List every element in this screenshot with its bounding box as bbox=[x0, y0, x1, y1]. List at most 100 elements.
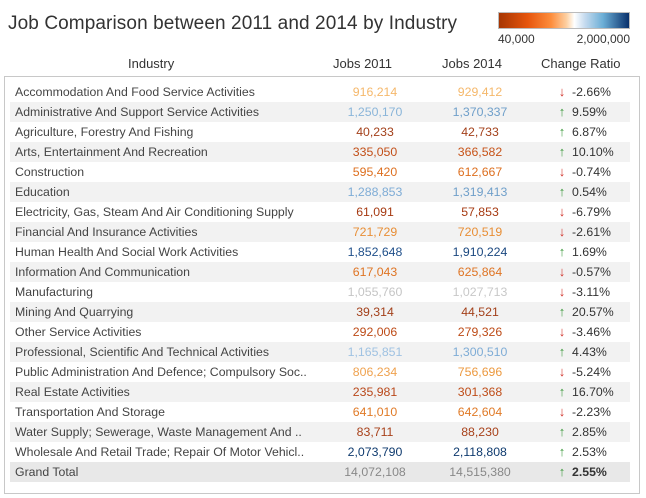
jobs-2014-value: 1,319,413 bbox=[452, 185, 508, 199]
change-ratio-cell: ↑ 16.70% bbox=[556, 385, 614, 399]
industry-name: Administrative And Support Service Activ… bbox=[15, 105, 259, 119]
legend-min-label: 40,000 bbox=[498, 32, 535, 46]
jobs-2014-value: 57,853 bbox=[461, 205, 499, 219]
change-ratio-value: 6.87% bbox=[572, 125, 607, 139]
header-jobs-2014[interactable]: Jobs 2014 bbox=[442, 56, 502, 71]
change-ratio-value: 2.53% bbox=[572, 445, 607, 459]
change-ratio-value: 9.59% bbox=[572, 105, 607, 119]
arrow-down-icon: ↓ bbox=[558, 224, 566, 239]
change-ratio-value: -3.11% bbox=[572, 285, 611, 299]
change-ratio-cell: ↑ 10.10% bbox=[556, 145, 614, 159]
arrow-up-icon: ↑ bbox=[558, 124, 566, 139]
jobs-2014-value: 1,300,510 bbox=[452, 345, 508, 359]
table-row[interactable]: Administrative And Support Service Activ… bbox=[10, 102, 630, 122]
table-row[interactable]: Water Supply; Sewerage, Waste Management… bbox=[10, 422, 630, 442]
color-gradient-bar bbox=[498, 12, 630, 29]
table-row[interactable]: Financial And Insurance Activities 721,72… bbox=[10, 222, 630, 242]
table-row[interactable]: Manufacturing 1,055,760 1,027,713 ↓ -3.11% bbox=[10, 282, 630, 302]
change-ratio-value: -2.61% bbox=[572, 225, 611, 239]
change-ratio-cell: ↑ 4.43% bbox=[556, 345, 607, 359]
change-ratio-cell: ↓ -3.46% bbox=[556, 325, 611, 339]
jobs-2011-value: 2,073,790 bbox=[347, 445, 403, 459]
industry-name: Transportation And Storage bbox=[15, 405, 165, 419]
change-ratio-value: 2.55% bbox=[572, 465, 607, 479]
jobs-2014-value: 756,696 bbox=[457, 365, 503, 379]
table-row[interactable]: Construction 595,420 612,667 ↓ -0.74% bbox=[10, 162, 630, 182]
arrow-up-icon: ↑ bbox=[558, 304, 566, 319]
jobs-2014-value: 929,412 bbox=[457, 85, 503, 99]
table-row[interactable]: Transportation And Storage 641,010 642,604… bbox=[10, 402, 630, 422]
table-row[interactable]: Human Health And Social Work Activities 1… bbox=[10, 242, 630, 262]
change-ratio-cell: ↑ 20.57% bbox=[556, 305, 614, 319]
jobs-2011-value: 61,091 bbox=[356, 205, 394, 219]
arrow-down-icon: ↓ bbox=[558, 84, 566, 99]
table-row[interactable]: Wholesale And Retail Trade; Repair Of Mo… bbox=[10, 442, 630, 462]
table-row[interactable]: Arts, Entertainment And Recreation 335,05… bbox=[10, 142, 630, 162]
change-ratio-value: 2.85% bbox=[572, 425, 607, 439]
change-ratio-cell: ↑ 2.53% bbox=[556, 445, 607, 459]
header-change-ratio[interactable]: Change Ratio bbox=[541, 56, 621, 71]
jobs-2011-value: 1,055,760 bbox=[347, 285, 403, 299]
change-ratio-value: -2.66% bbox=[572, 85, 611, 99]
change-ratio-cell: ↑ 2.55% bbox=[556, 465, 607, 479]
table-row[interactable]: Other Service Activities 292,006 279,326 ↓ -… bbox=[10, 322, 630, 342]
change-ratio-value: -0.74% bbox=[572, 165, 611, 179]
header-jobs-2011[interactable]: Jobs 2011 bbox=[333, 56, 393, 71]
arrow-down-icon: ↓ bbox=[558, 324, 566, 339]
change-ratio-value: 16.70% bbox=[572, 385, 614, 399]
jobs-2014-value: 301,368 bbox=[457, 385, 503, 399]
jobs-2014-value: 366,582 bbox=[457, 145, 503, 159]
arrow-down-icon: ↓ bbox=[558, 204, 566, 219]
change-ratio-value: 0.54% bbox=[572, 185, 607, 199]
table-row[interactable]: Electricity, Gas, Steam And Air Conditio… bbox=[10, 202, 630, 222]
change-ratio-cell: ↓ -0.57% bbox=[556, 265, 611, 279]
industry-name: Education bbox=[15, 185, 70, 199]
industry-name: Electricity, Gas, Steam And Air Conditio… bbox=[15, 205, 294, 219]
jobs-2011-value: 39,314 bbox=[356, 305, 394, 319]
industry-name: Accommodation And Food Service Activitie… bbox=[15, 85, 255, 99]
color-legend[interactable]: 40,000 2,000,000 bbox=[498, 12, 630, 46]
arrow-up-icon: ↑ bbox=[558, 424, 566, 439]
industry-name: Financial And Insurance Activities bbox=[15, 225, 198, 239]
arrow-down-icon: ↓ bbox=[558, 404, 566, 419]
jobs-2014-value: 612,667 bbox=[457, 165, 503, 179]
industry-name: Public Administration And Defence; Compu… bbox=[15, 365, 307, 379]
table-row[interactable]: Information And Communication 617,043 625,… bbox=[10, 262, 630, 282]
arrow-up-icon: ↑ bbox=[558, 464, 566, 479]
jobs-2011-value: 1,250,170 bbox=[347, 105, 403, 119]
arrow-up-icon: ↑ bbox=[558, 344, 566, 359]
jobs-2011-value: 40,233 bbox=[356, 125, 394, 139]
table-row[interactable]: Real Estate Activities 235,981 301,368 ↑ 16.… bbox=[10, 382, 630, 402]
table-row[interactable]: Education 1,288,853 1,319,413 ↑ 0.54% bbox=[10, 182, 630, 202]
table-row[interactable]: Professional, Scientific And Technical A… bbox=[10, 342, 630, 362]
industry-name: Other Service Activities bbox=[15, 325, 142, 339]
industry-name: Wholesale And Retail Trade; Repair Of Mo… bbox=[15, 445, 305, 459]
change-ratio-cell: ↑ 6.87% bbox=[556, 125, 607, 139]
table-row[interactable]: Accommodation And Food Service Activitie… bbox=[10, 82, 630, 102]
table-row[interactable]: Public Administration And Defence; Compu… bbox=[10, 362, 630, 382]
jobs-2014-value: 642,604 bbox=[457, 405, 503, 419]
change-ratio-value: -2.23% bbox=[572, 405, 611, 419]
change-ratio-value: -0.57% bbox=[572, 265, 611, 279]
change-ratio-value: 4.43% bbox=[572, 345, 607, 359]
change-ratio-value: -3.46% bbox=[572, 325, 611, 339]
change-ratio-cell: ↓ -5.24% bbox=[556, 365, 611, 379]
industry-name: Real Estate Activities bbox=[15, 385, 130, 399]
change-ratio-cell: ↓ -2.61% bbox=[556, 225, 611, 239]
jobs-2014-value: 625,864 bbox=[457, 265, 503, 279]
change-ratio-cell: ↓ -0.74% bbox=[556, 165, 611, 179]
jobs-2014-value: 44,521 bbox=[461, 305, 499, 319]
change-ratio-value: 20.57% bbox=[572, 305, 614, 319]
jobs-2014-value: 1,027,713 bbox=[452, 285, 508, 299]
data-table bbox=[4, 76, 640, 494]
change-ratio-cell: ↑ 1.69% bbox=[556, 245, 607, 259]
table-row[interactable]: Mining And Quarrying 39,314 44,521 ↑ 20.57% bbox=[10, 302, 630, 322]
arrow-up-icon: ↑ bbox=[558, 104, 566, 119]
jobs-2014-value: 1,370,337 bbox=[452, 105, 508, 119]
jobs-2011-value: 235,981 bbox=[352, 385, 398, 399]
header-industry[interactable]: Industry bbox=[128, 56, 175, 71]
grand-total-row[interactable]: Grand Total 14,072,108 14,515,380 ↑ 2.55% bbox=[10, 462, 630, 482]
jobs-2014-value: 279,326 bbox=[457, 325, 503, 339]
table-row[interactable]: Agriculture, Forestry And Fishing 40,233 4… bbox=[10, 122, 630, 142]
jobs-2014-value: 1,910,224 bbox=[452, 245, 508, 259]
